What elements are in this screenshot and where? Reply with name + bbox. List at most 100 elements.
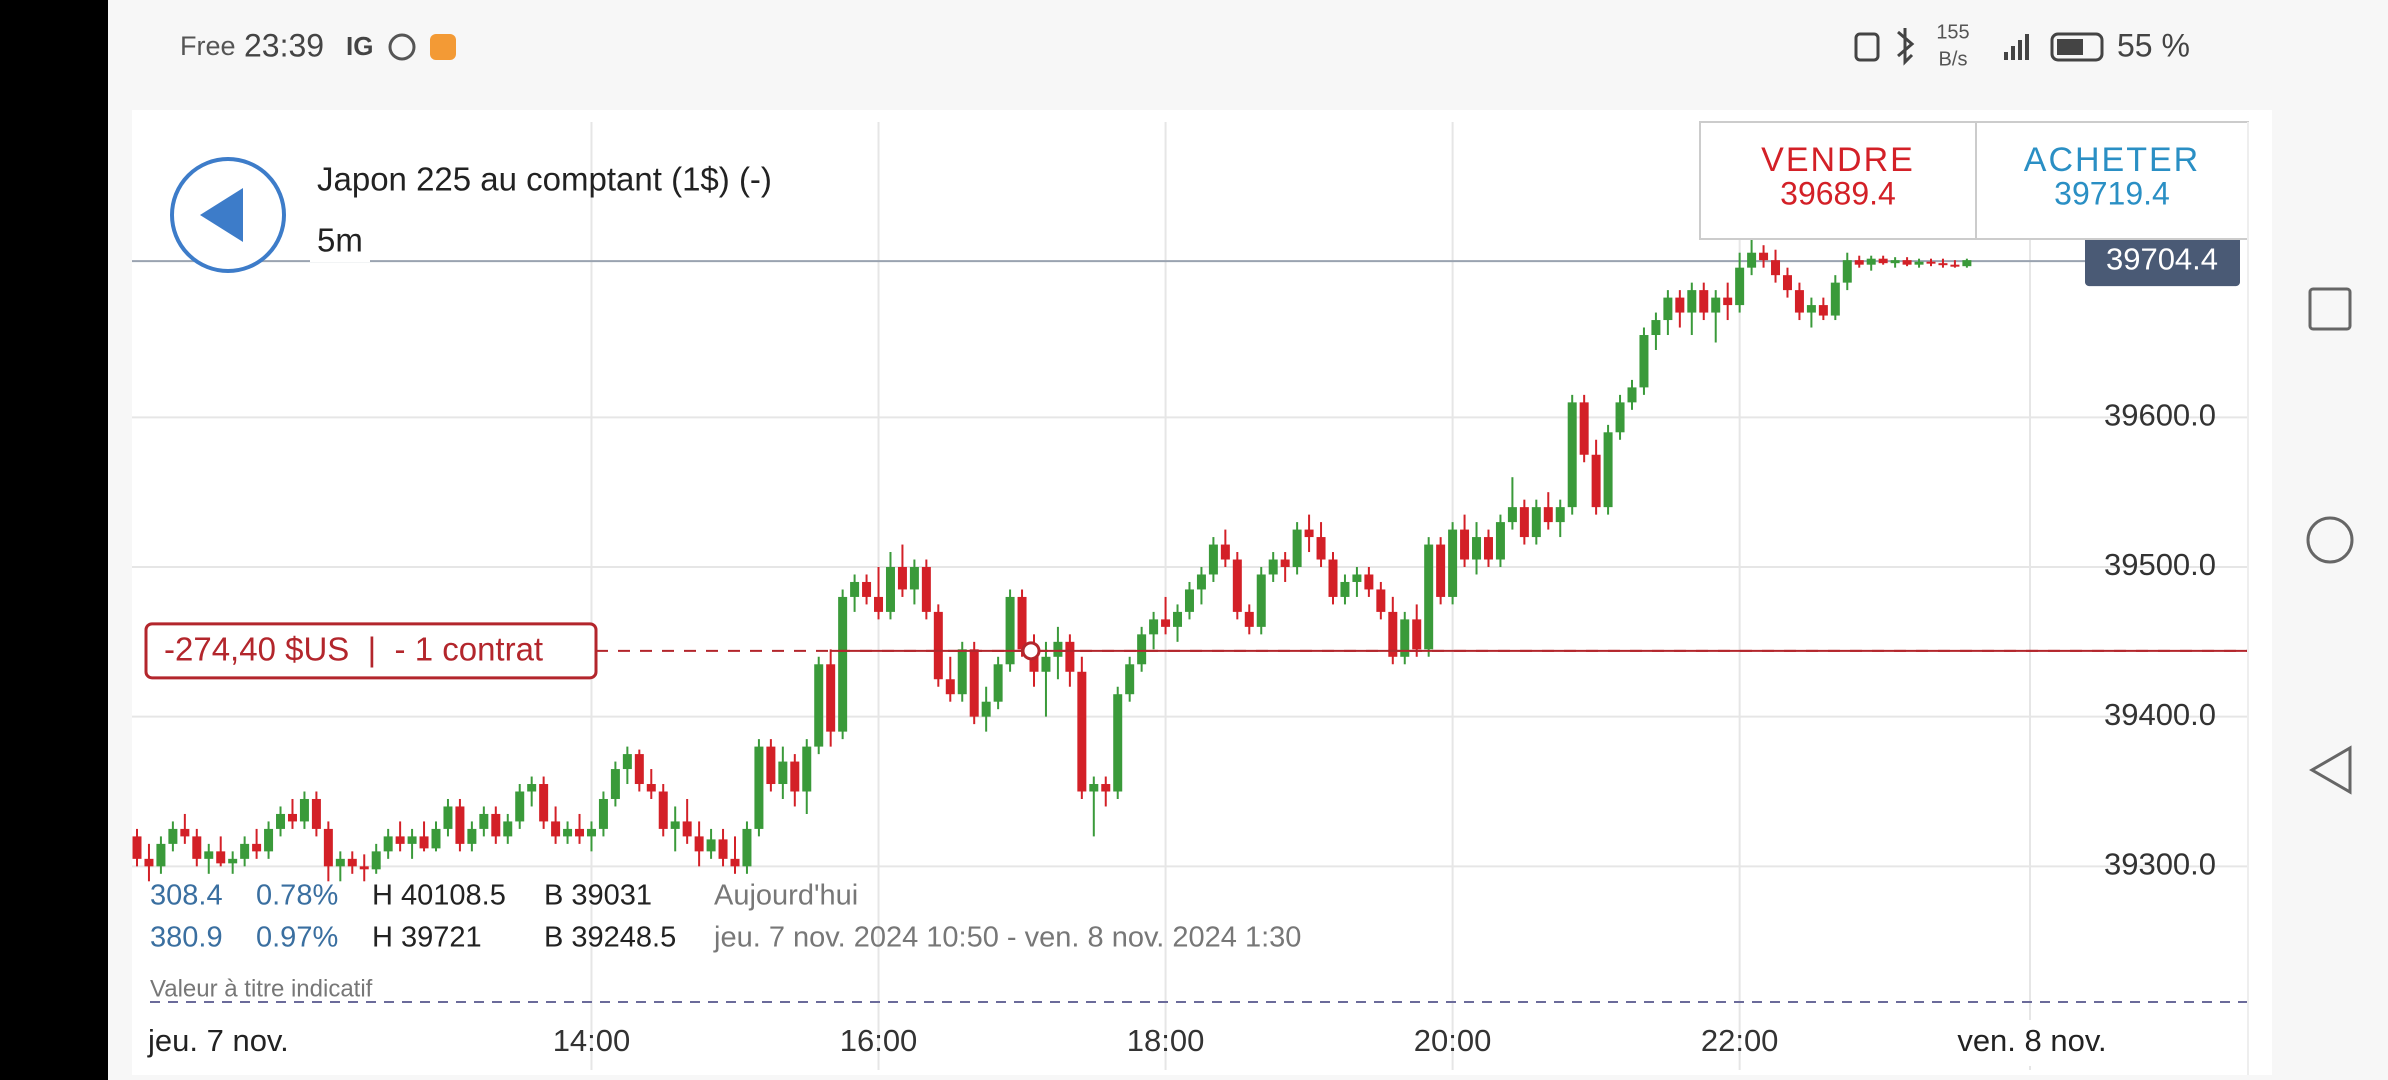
- candle-body: [1555, 507, 1565, 523]
- candle-body: [1029, 649, 1039, 672]
- candle-body: [1448, 529, 1458, 597]
- candle-body: [933, 611, 943, 680]
- candle-body: [371, 851, 381, 870]
- candle-body: [264, 828, 274, 852]
- candle-body: [240, 843, 250, 859]
- candle-body: [1579, 402, 1589, 455]
- candle-body: [1256, 574, 1266, 627]
- interval[interactable]: 5m: [317, 222, 363, 259]
- bluetooth-icon: [1897, 28, 1915, 66]
- date-label-bg: [1940, 1020, 2125, 1066]
- nav-home[interactable]: [2306, 516, 2354, 564]
- nav-back[interactable]: [2309, 745, 2352, 795]
- candle-body: [1842, 260, 1852, 283]
- candle-body: [1950, 264, 1960, 267]
- candle-body: [1890, 260, 1900, 264]
- y-tick-label: 39300.0: [2104, 847, 2216, 882]
- battery-level: [2057, 39, 2083, 55]
- candle-body: [1340, 581, 1350, 597]
- info-text: Aujourd'hui: [714, 880, 858, 912]
- candle-body: [778, 761, 788, 785]
- battery-text: 55 %: [2117, 27, 2190, 63]
- candle-body: [1531, 507, 1541, 538]
- candle-body: [658, 791, 668, 829]
- position-box[interactable]: [144, 622, 598, 680]
- candle-body: [311, 798, 321, 829]
- candle-body: [1627, 387, 1637, 403]
- candle-body: [742, 828, 752, 867]
- candle-body: [1376, 589, 1386, 612]
- info-text: H 39721: [372, 922, 482, 954]
- x-tick-label: 18:00: [1127, 1023, 1205, 1058]
- candle-body: [192, 836, 202, 859]
- candle-body: [1173, 611, 1183, 627]
- candle-body: [1818, 305, 1828, 316]
- candle-body: [1543, 507, 1553, 523]
- candle-body: [287, 813, 297, 822]
- y-tick-label: 39600.0: [2104, 398, 2216, 433]
- candle-body: [1089, 784, 1099, 792]
- buy-price: 39719.4: [2054, 175, 2170, 211]
- position-label: -274,40 $US | - 1 contrat: [164, 631, 543, 668]
- start-date-label: jeu. 7 nov.: [147, 1023, 289, 1058]
- x-tick-label: 14:00: [553, 1023, 631, 1058]
- candle-body: [874, 596, 884, 612]
- candle-body: [1483, 537, 1493, 560]
- info-text: 0.97%: [256, 922, 338, 954]
- candle-body: [1101, 784, 1111, 792]
- candle-body: [945, 679, 955, 695]
- candle-body: [1507, 507, 1517, 523]
- buy-button[interactable]: [1975, 121, 2249, 240]
- candle-body: [897, 567, 907, 590]
- candle-body: [1196, 574, 1206, 590]
- candle-body: [622, 754, 632, 770]
- candle-body: [957, 649, 967, 695]
- candle-body: [180, 828, 190, 837]
- candle-body: [1687, 290, 1697, 313]
- candle-body: [1220, 544, 1230, 560]
- candle-body: [1938, 263, 1948, 266]
- candle-body: [1316, 537, 1326, 560]
- clock: 23:39: [244, 27, 324, 63]
- candle-body: [1412, 619, 1422, 650]
- candle-body: [885, 567, 895, 612]
- candle-body: [204, 851, 214, 859]
- candle-body: [634, 754, 644, 785]
- back-arrow: [200, 188, 243, 242]
- candle-body: [467, 828, 477, 844]
- disclaimer: Valeur à titre indicatif: [150, 975, 373, 1002]
- candle-body: [730, 858, 740, 867]
- candle-body: [228, 858, 238, 864]
- candle-body: [395, 836, 405, 844]
- candle-body: [862, 581, 872, 597]
- candle-body: [993, 664, 1003, 702]
- candle-body: [1902, 260, 1912, 265]
- candle-body: [694, 836, 704, 852]
- candle-body: [1759, 252, 1769, 261]
- candle-body: [539, 784, 549, 822]
- candle-body: [156, 843, 166, 867]
- candle-body: [359, 866, 369, 870]
- candle-body: [802, 746, 812, 792]
- candle-body: [1782, 275, 1792, 291]
- candle-body: [1149, 619, 1159, 635]
- candle-body: [551, 821, 561, 837]
- candle-body: [1615, 402, 1625, 433]
- nav-recent[interactable]: [2308, 287, 2352, 331]
- battery-icon: [2050, 32, 2104, 62]
- candle-body: [1328, 559, 1338, 597]
- candle-body: [132, 836, 142, 859]
- candle-body: [1184, 589, 1194, 612]
- plot-area: 39300.0 39400.0 39500.0 39600.0 14:00 16:00 18…: [132, 122, 2248, 1070]
- price-tag-text: 39704.4: [2106, 241, 2218, 276]
- candle-body: [276, 813, 286, 829]
- candle-body: [766, 746, 776, 785]
- candle-body: [503, 821, 513, 837]
- candle-body: [814, 664, 824, 747]
- candle-body: [598, 798, 608, 829]
- candle-body: [646, 784, 656, 792]
- sell-button[interactable]: [1699, 121, 1977, 240]
- candle-body: [1794, 290, 1804, 313]
- candle-body: [168, 828, 178, 844]
